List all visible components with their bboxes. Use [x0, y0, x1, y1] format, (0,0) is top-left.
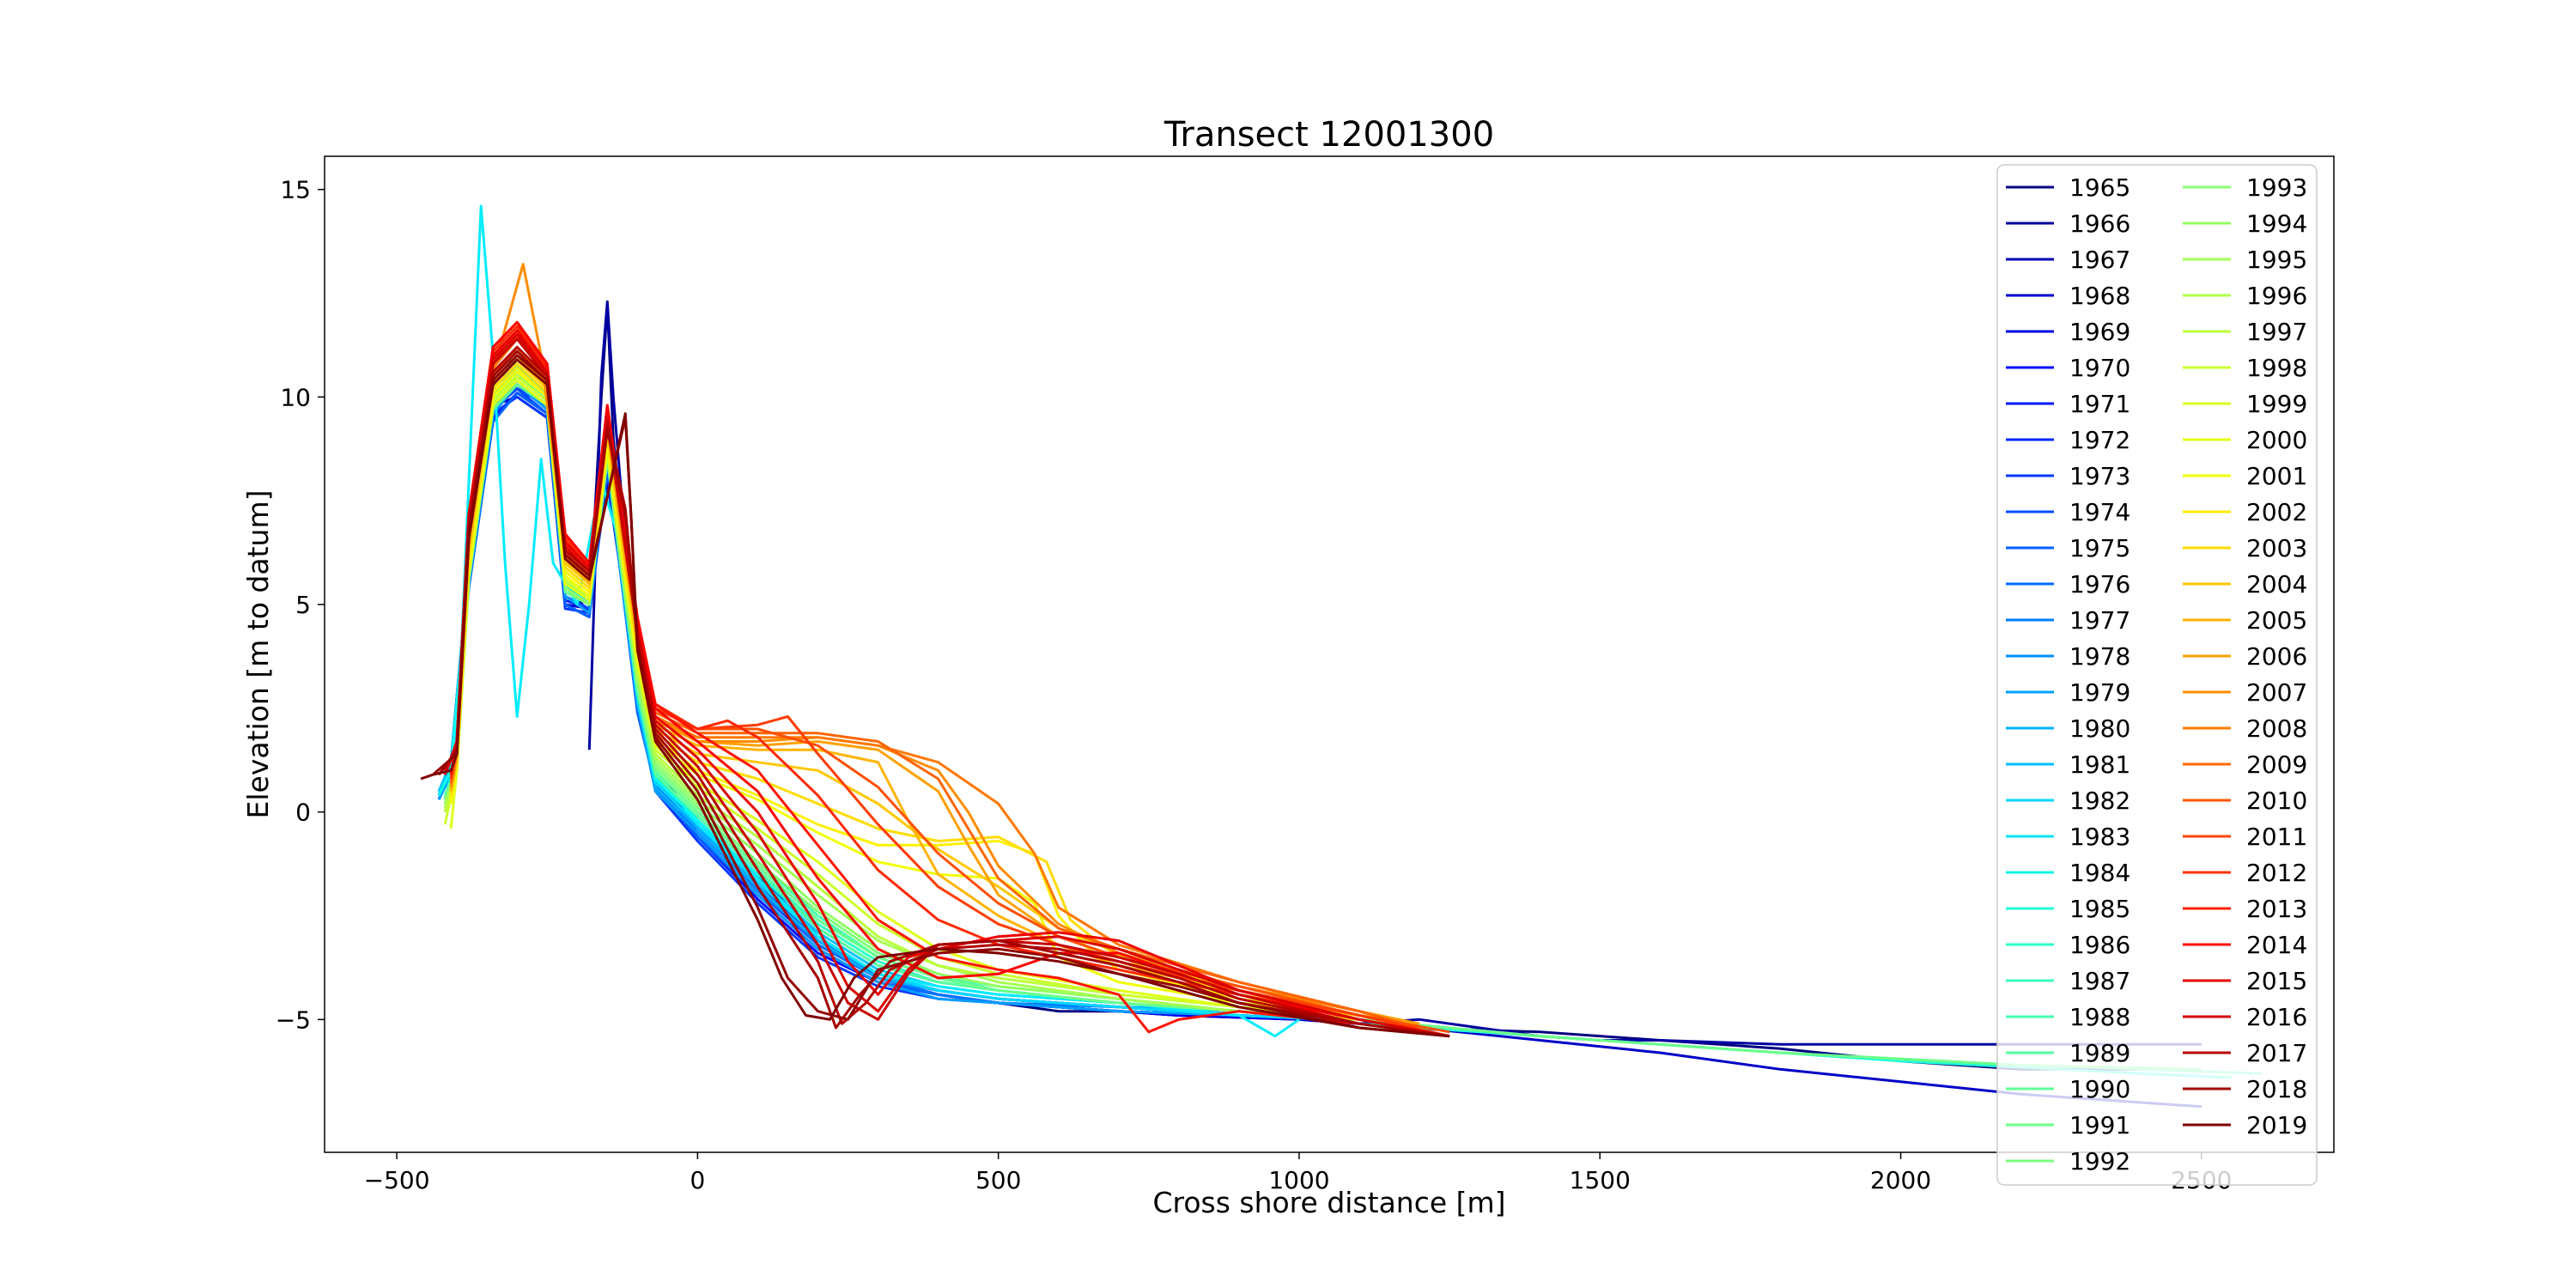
legend-label-2011: 2011 [2246, 823, 2307, 851]
legend-label-1988: 1988 [2069, 1003, 2130, 1031]
legend-label-1966: 1966 [2069, 210, 2130, 238]
legend-label-1977: 1977 [2069, 606, 2130, 635]
legend-label-1991: 1991 [2069, 1111, 2130, 1139]
legend-label-1998: 1998 [2246, 354, 2307, 382]
legend-label-2019: 2019 [2246, 1111, 2307, 1139]
legend-label-1974: 1974 [2069, 498, 2130, 526]
series-line-2008 [443, 333, 1450, 1038]
chart-title: Transect 12001300 [1163, 115, 1494, 155]
legend-label-1972: 1972 [2069, 426, 2130, 454]
y-tick-label: −5 [276, 1005, 311, 1034]
legend-label-1985: 1985 [2069, 895, 2130, 923]
y-tick-label: 10 [280, 383, 311, 411]
y-tick-label: 0 [295, 799, 311, 827]
legend-label-1995: 1995 [2246, 246, 2307, 274]
legend-label-2003: 2003 [2246, 534, 2307, 562]
series-layer [420, 204, 2262, 1109]
legend-label-1984: 1984 [2069, 859, 2130, 887]
x-tick-label: 1500 [1570, 1166, 1631, 1194]
y-axis: −5 0 5 10 15 [276, 176, 325, 1034]
x-tick-label: 1000 [1268, 1166, 1329, 1194]
legend-label-1990: 1990 [2069, 1075, 2130, 1103]
series-line-2010 [437, 345, 1450, 1038]
series-line-2011 [437, 349, 1450, 1038]
legend-label-1986: 1986 [2069, 931, 2130, 959]
legend-label-2018: 2018 [2246, 1075, 2307, 1103]
legend-label-2014: 2014 [2246, 931, 2307, 959]
legend-label-2013: 2013 [2246, 895, 2307, 923]
legend-label-1999: 1999 [2246, 390, 2307, 418]
series-line-2006 [443, 320, 1450, 1038]
x-tick-label: 2000 [1870, 1166, 1931, 1194]
series-line-1995 [449, 362, 1360, 1017]
x-tick-label: 500 [975, 1166, 1021, 1194]
legend-label-2002: 2002 [2246, 498, 2307, 526]
legend-label-1971: 1971 [2069, 390, 2130, 418]
series-line-1994 [449, 367, 1360, 1017]
legend-frame [1996, 164, 2318, 1186]
legend-label-1973: 1973 [2069, 462, 2130, 490]
legend-label-2016: 2016 [2246, 1003, 2307, 1031]
legend-label-1996: 1996 [2246, 282, 2307, 310]
legend-label-1979: 1979 [2069, 678, 2130, 707]
series-line-2007 [443, 329, 1450, 1038]
legend-label-1970: 1970 [2069, 354, 2130, 382]
x-tick-label: 0 [690, 1166, 705, 1194]
y-tick-label: 15 [280, 176, 311, 204]
legend-label-1978: 1978 [2069, 642, 2130, 671]
legend: 1965 1966 1967 1968 1969 1970 1971 1972 1973 1974… [1996, 164, 2318, 1186]
legend-label-1987: 1987 [2069, 967, 2130, 995]
plot-frame [324, 155, 2335, 1153]
legend-label-1975: 1975 [2069, 534, 2130, 562]
legend-label-2015: 2015 [2246, 967, 2307, 995]
legend-label-2005: 2005 [2246, 606, 2307, 635]
legend-label-1968: 1968 [2069, 282, 2130, 310]
series-line-2009 [443, 337, 1450, 1038]
y-tick-label: 5 [295, 591, 311, 619]
legend-label-1976: 1976 [2069, 570, 2130, 598]
legend-label-2012: 2012 [2246, 859, 2307, 887]
legend-label-1982: 1982 [2069, 787, 2130, 815]
legend-label-1980: 1980 [2069, 714, 2130, 743]
series-line-2013 [420, 358, 1450, 1038]
legend-label-2009: 2009 [2246, 750, 2307, 779]
legend-label-2007: 2007 [2246, 678, 2307, 707]
legend-label-1969: 1969 [2069, 318, 2130, 346]
legend-label-2006: 2006 [2246, 642, 2307, 671]
legend-label-1981: 1981 [2069, 750, 2130, 779]
legend-label-1989: 1989 [2069, 1039, 2130, 1067]
legend-label-1992: 1992 [2069, 1147, 2130, 1176]
legend-label-1967: 1967 [2069, 246, 2130, 274]
x-axis-label: Cross shore distance [m] [1152, 1186, 1505, 1219]
legend-label-1997: 1997 [2246, 318, 2307, 346]
legend-label-1994: 1994 [2246, 210, 2307, 238]
legend-label-2000: 2000 [2246, 426, 2307, 454]
x-tick-label: −500 [364, 1166, 430, 1194]
legend-label-2001: 2001 [2246, 462, 2307, 490]
legend-label-1993: 1993 [2246, 173, 2307, 202]
legend-label-1983: 1983 [2069, 823, 2130, 851]
legend-label-2004: 2004 [2246, 570, 2307, 598]
legend-label-2008: 2008 [2246, 714, 2307, 743]
legend-label-2017: 2017 [2246, 1039, 2307, 1067]
legend-label-1965: 1965 [2069, 173, 2130, 202]
legend-label-2010: 2010 [2246, 787, 2307, 815]
y-axis-label: Elevation [m to datum] [241, 490, 275, 819]
series-line-1999 [449, 263, 1420, 1030]
